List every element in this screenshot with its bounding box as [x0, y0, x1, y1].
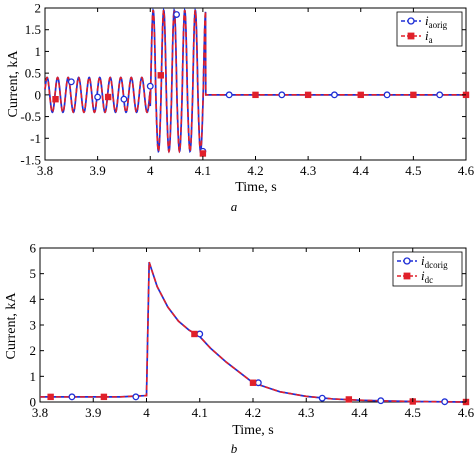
chart-a-xlabel: Time, s: [235, 180, 277, 195]
chart-a-xtick-label: 4.1: [195, 163, 211, 178]
chart-a-series-a-marker-square: [157, 72, 164, 79]
chart-b-xtick-label: 3.9: [85, 405, 101, 420]
chart-a-series-aorig-marker-circle: [436, 91, 444, 99]
chart-a-series-a-marker-square: [357, 91, 364, 99]
chart-a-legend-sub-a: a: [429, 35, 433, 45]
chart-a: 3.8 3.9 4 4.1 4.2 4.3 4.4 4.5 4.6 -1.5 -1 -0.5 0 0.5 1…: [6, 1, 474, 215]
chart-a-series-aorig-marker-circle: [225, 91, 233, 99]
chart-a-legend-main-a: i: [425, 28, 429, 43]
chart-b-series-dcorig-marker-circle: [68, 393, 76, 401]
chart-a-ytick-label: 2: [35, 1, 42, 16]
chart-b-series-dcorig-marker-circle: [377, 397, 385, 405]
chart-b-series-dcorig-marker-circle: [196, 330, 204, 338]
chart-a-series-a-marker-square: [304, 91, 312, 99]
chart-a-series-aorig-marker-circle: [330, 91, 338, 99]
chart-b-legend: idcorig idc: [392, 251, 463, 287]
chart-b-legend-marker-dcorig: [403, 257, 411, 265]
chart-b-ytick-label: 4: [30, 292, 37, 307]
chart-a-ytick-label: 0: [35, 87, 42, 102]
chart-b-ylabel: Current, kA: [4, 292, 19, 360]
chart-a-plot-frame: [44, 7, 467, 161]
chart-b-series-dc-marker-square: [345, 396, 353, 403]
chart-b-legend-label-dc: idc: [421, 268, 433, 285]
chart-b-xtick-label: 4.2: [245, 405, 261, 420]
chart-a-legend-sub-aorig: aorig: [429, 20, 448, 30]
chart-a-series-aorig-marker-circle: [146, 82, 154, 90]
chart-a-xtick-label: 3.8: [37, 163, 53, 178]
chart-b-ytick-label: 0: [30, 395, 37, 410]
chart-b-series-dcorig-marker-circle: [132, 393, 140, 401]
chart-a-series-aorig-marker-circle: [120, 95, 128, 103]
chart-b-xlabel: Time, s: [232, 423, 274, 438]
chart-a-ytick-label: 1.5: [25, 22, 41, 37]
chart-a-series-a-marker-square: [199, 150, 207, 157]
chart-b-legend-box: [392, 251, 463, 287]
chart-a-xtick-label: 4: [147, 163, 154, 178]
chart-a-xtick-label: 4.3: [300, 163, 316, 178]
chart-a-ytick-label: 1: [35, 44, 42, 59]
chart-a-legend-label-aorig: iaorig: [425, 13, 448, 30]
chart-a-series-aorig-marker-circle: [278, 91, 286, 99]
chart-b-series-dc-marker-square: [191, 330, 198, 338]
chart-a-series-a-marker-square: [410, 91, 417, 99]
chart-b-ytick-label: 1: [30, 369, 37, 384]
chart-b-legend-main-dcorig: i: [421, 253, 425, 268]
chart-b-legend-sub-dcorig: dcorig: [425, 260, 448, 270]
chart-b-series-dc-marker-square: [100, 393, 108, 401]
chart-a-ytick-label: -1.5: [20, 153, 41, 168]
chart-a-xtick-label: 4.2: [247, 163, 263, 178]
chart-a-xtick-label: 4.4: [353, 163, 370, 178]
chart-b-legend-marker-dc: [403, 272, 411, 280]
chart-b-series-dcorig-marker-circle: [254, 379, 262, 387]
chart-b-ytick-label: 2: [30, 343, 37, 358]
chart-b-xtick-label: 4.5: [405, 405, 421, 420]
chart-b-ticks: 3.8 3.9 4 4.1 4.2 4.3 4.4 4.5 4.6 0 1 2 3 4 5 6: [30, 241, 474, 421]
chart-b-legend-main-dc: i: [421, 268, 425, 283]
chart-a-series-aorig-marker-circle: [67, 78, 75, 86]
chart-a-legend-label-a: ia: [425, 28, 433, 45]
chart-b-ytick-label: 3: [30, 318, 37, 333]
chart-a-curves: [44, 7, 470, 157]
chart-a-series-aorig-marker-circle: [173, 11, 181, 18]
chart-b-series-dc-line: [40, 261, 467, 403]
chart-b: 3.8 3.9 4 4.1 4.2 4.3 4.4 4.5 4.6 0 1 2 3 4 5 6 Time, s…: [4, 241, 474, 456]
chart-b-series-dc-marker-square: [47, 393, 54, 401]
chart-b-xtick-label: 3.8: [32, 405, 48, 420]
chart-a-ylabel: Current, kA: [6, 50, 21, 118]
chart-b-legend-sub-dc: dc: [425, 275, 434, 285]
chart-b-xtick-label: 4: [143, 405, 150, 420]
chart-a-xtick-label: 3.9: [90, 163, 106, 178]
chart-a-xtick-label: 4.6: [458, 163, 474, 178]
chart-b-series-dc-marker-square: [249, 379, 257, 386]
chart-a-legend-marker-aorig: [407, 17, 415, 25]
chart-a-series-aorig-marker-circle: [94, 93, 102, 101]
chart-a-series-a-marker-square: [252, 91, 259, 99]
chart-b-series-dcorig-marker-circle: [318, 394, 326, 402]
chart-b-xtick-label: 4.4: [351, 405, 368, 420]
chart-b-caption: b: [231, 441, 238, 456]
chart-a-ticks: 3.8 3.9 4 4.1 4.2 4.3 4.4 4.5 4.6 -1.5 -1 -0.5 0 0.5 1…: [20, 1, 474, 179]
chart-b-xtick-label: 4.6: [458, 405, 474, 420]
chart-b-curves: [40, 261, 470, 406]
chart-b-ytick-label: 5: [30, 266, 37, 281]
chart-b-series-dcorig-marker-circle: [441, 398, 449, 406]
chart-a-ytick-label: -1: [30, 131, 41, 146]
chart-a-ytick-label: -0.5: [20, 109, 41, 124]
chart-b-ytick-label: 6: [30, 241, 37, 256]
chart-a-series-aorig-marker-circle: [383, 91, 391, 99]
chart-a-legend-main-aorig: i: [425, 13, 429, 28]
chart-b-xtick-label: 4.3: [298, 405, 314, 420]
chart-a-series-a-marker-square: [104, 93, 112, 101]
chart-b-legend-label-dcorig: idcorig: [421, 253, 448, 270]
chart-a-xtick-label: 4.5: [405, 163, 421, 178]
chart-a-series-a-marker-square: [52, 96, 59, 103]
chart-a-legend-marker-a: [407, 32, 415, 40]
chart-a-caption: a: [231, 199, 238, 214]
chart-a-legend: iaorig ia: [396, 11, 463, 47]
chart-a-legend-box: [396, 11, 463, 47]
chart-a-ytick-label: 0.5: [25, 66, 41, 81]
chart-b-xtick-label: 4.1: [192, 405, 208, 420]
